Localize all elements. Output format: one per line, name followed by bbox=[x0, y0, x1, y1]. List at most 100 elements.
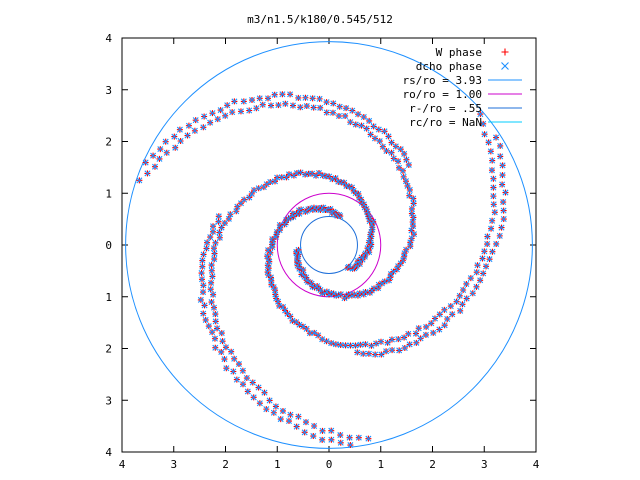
dcho-phase-point bbox=[256, 95, 263, 102]
y-tick-label: 1 bbox=[105, 187, 112, 200]
legend-label: rs/ro = 3.93 bbox=[403, 74, 482, 87]
dcho-phase-point bbox=[246, 107, 253, 114]
dcho-phase-point bbox=[396, 347, 403, 354]
dcho-phase-point bbox=[491, 209, 498, 216]
dcho-phase-point bbox=[277, 416, 284, 423]
dcho-phase-point bbox=[203, 245, 210, 252]
dcho-phase-point bbox=[473, 283, 480, 290]
dcho-phase-point bbox=[473, 269, 480, 276]
dcho-phase-point bbox=[286, 418, 292, 425]
dcho-phase-point bbox=[176, 126, 183, 133]
dcho-phase-point bbox=[200, 124, 207, 131]
dcho-phase-point bbox=[210, 291, 217, 298]
dcho-phase-point bbox=[412, 330, 419, 337]
dcho-phase-point bbox=[410, 195, 417, 202]
dcho-phase-point bbox=[192, 117, 199, 124]
x-tick-label: 3 bbox=[481, 458, 488, 471]
dcho-phase-point bbox=[270, 409, 277, 416]
dcho-phase-point bbox=[342, 112, 349, 119]
dcho-phase-point bbox=[266, 397, 273, 404]
dcho-phase-point bbox=[244, 388, 251, 395]
dcho-phase-point bbox=[224, 102, 231, 109]
dcho-phase-point bbox=[229, 109, 236, 116]
dcho-phase-point bbox=[347, 342, 354, 349]
dcho-phase-point bbox=[405, 330, 412, 337]
dcho-phase-point bbox=[406, 341, 413, 348]
x-tick-label: 1 bbox=[274, 458, 281, 471]
dcho-phase-point bbox=[323, 99, 330, 106]
dcho-phase-point bbox=[215, 213, 222, 220]
legend-label: ro/ro = 1.00 bbox=[403, 88, 482, 101]
dcho-phase-point bbox=[365, 435, 372, 442]
dcho-phase-point bbox=[142, 159, 149, 166]
dcho-phase-point bbox=[240, 98, 247, 105]
dcho-phase-point bbox=[212, 344, 219, 351]
dcho-phase-point bbox=[358, 122, 365, 129]
dcho-phase-point bbox=[282, 100, 289, 107]
dcho-phase-point bbox=[410, 200, 417, 207]
dcho-phase-point bbox=[408, 210, 415, 217]
x-tick-label: 2 bbox=[429, 458, 436, 471]
dcho-phase-point bbox=[207, 234, 214, 241]
reference-circle bbox=[125, 41, 533, 449]
dcho-phase-point bbox=[431, 315, 438, 322]
x-tick-label: 3 bbox=[170, 458, 177, 471]
dcho-phase-point bbox=[317, 104, 324, 111]
dcho-phase-point bbox=[345, 291, 352, 298]
dcho-phase-point bbox=[370, 123, 377, 130]
dcho-phase-point bbox=[399, 167, 406, 174]
dcho-phase-point bbox=[269, 244, 276, 251]
dcho-phase-point bbox=[347, 442, 354, 449]
dcho-phase-point bbox=[360, 114, 367, 121]
dcho-phase-point bbox=[479, 255, 486, 262]
dcho-phase-point bbox=[211, 250, 218, 257]
dcho-phase-point bbox=[441, 306, 448, 313]
dcho-phase-point bbox=[212, 318, 219, 325]
scatter-points bbox=[136, 48, 509, 449]
dcho-phase-point bbox=[477, 277, 484, 284]
dcho-phase-point bbox=[347, 119, 354, 126]
dcho-phase-point bbox=[214, 325, 221, 332]
dcho-phase-point bbox=[456, 292, 463, 299]
dcho-phase-point bbox=[216, 229, 223, 236]
dcho-phase-point bbox=[493, 134, 500, 141]
x-tick-label: 4 bbox=[119, 458, 126, 471]
dcho-phase-point bbox=[489, 248, 496, 255]
dcho-phase-point bbox=[406, 192, 413, 199]
dcho-phase-point bbox=[268, 102, 275, 109]
dcho-phase-point bbox=[362, 288, 369, 295]
dcho-phase-point bbox=[369, 221, 376, 228]
dcho-phase-point bbox=[373, 340, 380, 347]
dcho-phase-point bbox=[441, 322, 448, 329]
dcho-phase-point bbox=[480, 120, 487, 127]
dcho-phase-point bbox=[332, 341, 339, 348]
dcho-phase-point bbox=[221, 356, 228, 363]
dcho-phase-point bbox=[253, 105, 260, 112]
dcho-phase-point bbox=[323, 173, 329, 180]
dcho-phase-point bbox=[346, 434, 353, 441]
dcho-phase-point bbox=[410, 231, 417, 238]
dcho-phase-point bbox=[319, 172, 326, 179]
dcho-phase-point bbox=[237, 108, 244, 115]
y-tick-label: 2 bbox=[105, 136, 112, 149]
dcho-phase-point bbox=[487, 148, 494, 155]
dcho-phase-point bbox=[221, 220, 228, 227]
dcho-phase-point bbox=[210, 245, 217, 252]
dcho-phase-point bbox=[276, 302, 283, 309]
dcho-phase-point bbox=[218, 224, 225, 231]
dcho-phase-point bbox=[463, 295, 470, 302]
dcho-phase-point bbox=[144, 170, 151, 177]
dcho-phase-point bbox=[354, 349, 361, 356]
dcho-phase-point bbox=[207, 286, 214, 293]
dcho-phase-point bbox=[413, 339, 420, 346]
dcho-phase-point bbox=[396, 164, 403, 171]
dcho-phase-point bbox=[447, 303, 454, 310]
dcho-phase-point bbox=[293, 423, 300, 430]
dcho-phase-point bbox=[205, 323, 212, 330]
dcho-phase-point bbox=[310, 433, 317, 440]
dcho-phase-point bbox=[208, 279, 215, 286]
dcho-phase-point bbox=[417, 335, 424, 342]
dcho-phase-point bbox=[490, 184, 497, 191]
dcho-phase-point bbox=[474, 262, 481, 269]
